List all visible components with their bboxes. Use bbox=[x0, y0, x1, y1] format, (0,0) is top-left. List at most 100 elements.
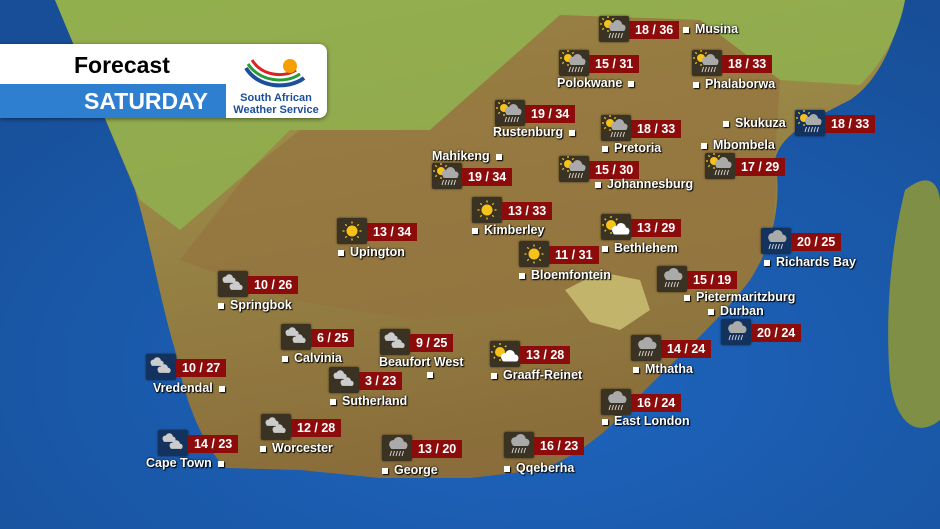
temperature-min-max: 16 / 24 bbox=[631, 394, 682, 412]
temperature-min-max: 6 / 25 bbox=[311, 329, 355, 347]
temperature-min-max: 19 / 34 bbox=[525, 105, 576, 123]
lesotho bbox=[565, 272, 650, 330]
location-marker-icon bbox=[628, 80, 635, 87]
station-name: Richards Bay bbox=[776, 255, 856, 269]
location-marker-icon bbox=[633, 366, 639, 373]
location-marker-icon bbox=[218, 302, 224, 309]
thunder-showers-icon bbox=[795, 110, 825, 136]
cloudy-icon bbox=[380, 329, 410, 355]
logo-text-line1: South African bbox=[240, 92, 312, 104]
sunny-icon bbox=[472, 197, 502, 223]
station-name: East London bbox=[614, 414, 690, 428]
partly-cloudy-icon bbox=[601, 214, 631, 240]
partly-cloudy-icon bbox=[490, 341, 520, 367]
temperature-min-max: 15 / 31 bbox=[589, 55, 640, 73]
day-banner: SATURDAY bbox=[0, 84, 226, 118]
station-name: George bbox=[394, 463, 438, 477]
station-label: Cape Town bbox=[146, 456, 230, 470]
temperature-min-max: 16 / 23 bbox=[534, 437, 585, 455]
location-marker-icon bbox=[218, 385, 225, 392]
station-label: Springbok bbox=[212, 298, 292, 312]
thunder-showers-icon bbox=[601, 115, 631, 141]
station-name: Sutherland bbox=[342, 394, 408, 408]
location-marker-icon bbox=[504, 465, 510, 472]
location-marker-icon bbox=[693, 81, 699, 88]
thunder-showers-icon bbox=[559, 156, 589, 182]
station-name: Kimberley bbox=[484, 223, 545, 237]
station-label: Qqeberha bbox=[498, 461, 574, 475]
logo-text-line2: Weather Service bbox=[233, 104, 319, 116]
location-marker-icon bbox=[260, 445, 266, 452]
station-name: Calvinia bbox=[294, 351, 342, 365]
temperature-min-max: 12 / 28 bbox=[291, 419, 342, 437]
temperature-min-max: 15 / 19 bbox=[687, 271, 738, 289]
location-marker-icon bbox=[495, 153, 502, 160]
station-name: Rustenburg bbox=[493, 125, 564, 139]
cloudy-icon bbox=[218, 271, 248, 297]
station-label: East London bbox=[596, 414, 690, 428]
thunder-showers-icon bbox=[495, 100, 525, 126]
cloudy-icon bbox=[329, 367, 359, 393]
location-marker-icon bbox=[684, 294, 690, 301]
station-label: Bloemfontein bbox=[513, 268, 611, 282]
station-name: Worcester bbox=[272, 441, 333, 455]
station-label: George bbox=[376, 463, 438, 477]
station-label: Mahikeng bbox=[432, 149, 508, 163]
station-label: Pretoria bbox=[596, 141, 661, 155]
station-label: Skukuza bbox=[717, 116, 786, 130]
station-name: Phalaborwa bbox=[705, 77, 776, 91]
thunder-showers-icon bbox=[705, 153, 735, 179]
location-marker-icon bbox=[602, 245, 608, 252]
cloudy-icon bbox=[146, 354, 176, 380]
temperature-min-max: 20 / 25 bbox=[791, 233, 842, 251]
temperature-min-max: 18 / 33 bbox=[722, 55, 773, 73]
station-name: Skukuza bbox=[735, 116, 786, 130]
location-marker-icon bbox=[472, 227, 478, 234]
location-marker-icon bbox=[382, 467, 388, 474]
station-label: Mthatha bbox=[627, 362, 693, 376]
rain-icon bbox=[761, 228, 791, 254]
rain-icon bbox=[631, 335, 661, 361]
location-marker-icon bbox=[569, 129, 576, 136]
station-name: Bloemfontein bbox=[531, 268, 611, 282]
sunny-icon bbox=[519, 241, 549, 267]
temperature-min-max: 15 / 30 bbox=[589, 161, 640, 179]
location-marker-icon bbox=[602, 145, 608, 152]
station-name: Polokwane bbox=[557, 76, 623, 90]
cloudy-icon bbox=[281, 324, 311, 350]
saws-logo: South African Weather Service bbox=[228, 48, 324, 116]
station-label: Worcester bbox=[254, 441, 333, 455]
station-label: Rustenburg bbox=[493, 125, 581, 139]
station-name: Durban bbox=[720, 304, 764, 318]
forecast-header: Forecast SATURDAY South African Weather … bbox=[0, 44, 327, 118]
sunny-icon bbox=[337, 218, 367, 244]
temperature-min-max: 13 / 20 bbox=[412, 440, 463, 458]
thunder-showers-icon bbox=[599, 16, 629, 42]
station-name: Bethlehem bbox=[614, 241, 678, 255]
station-name: Cape Town bbox=[146, 456, 212, 470]
station-name: Mbombela bbox=[713, 138, 775, 152]
location-marker-icon bbox=[683, 26, 689, 33]
station-label: Durban bbox=[702, 304, 764, 318]
location-marker-icon bbox=[708, 308, 714, 315]
temperature-min-max: 3 / 23 bbox=[359, 372, 403, 390]
station-label: Graaff-Reinet bbox=[485, 368, 582, 382]
station-label: Mbombela bbox=[695, 138, 775, 152]
station-label: Upington bbox=[332, 245, 405, 259]
location-marker-icon bbox=[764, 259, 770, 266]
location-marker-icon bbox=[602, 418, 608, 425]
station-label: Phalaborwa bbox=[687, 77, 775, 91]
station-name: Vredendal bbox=[153, 381, 213, 395]
rain-icon bbox=[601, 389, 631, 415]
temperature-min-max: 19 / 34 bbox=[462, 168, 513, 186]
cloudy-icon bbox=[158, 430, 188, 456]
location-marker-icon bbox=[330, 398, 336, 405]
temperature-min-max: 14 / 23 bbox=[188, 435, 239, 453]
station-name: Johannesburg bbox=[607, 177, 694, 191]
thunder-showers-icon bbox=[692, 50, 722, 76]
station-name: Beaufort West bbox=[379, 355, 464, 369]
station-label: Calvinia bbox=[276, 351, 342, 365]
station-name: Mthatha bbox=[645, 362, 693, 376]
rain-icon bbox=[382, 435, 412, 461]
station-label: Beaufort West bbox=[379, 355, 464, 369]
